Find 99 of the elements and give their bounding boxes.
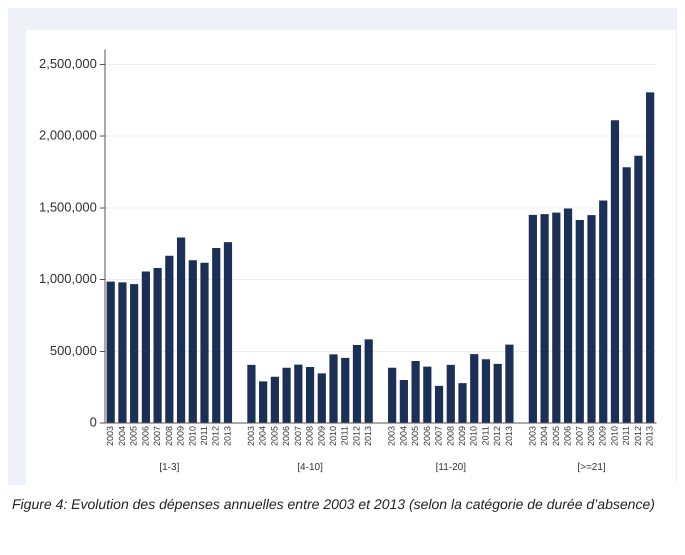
text: [>=21] (577, 462, 606, 473)
bar (634, 156, 643, 422)
bar (352, 344, 362, 422)
x-tick-label: 2012 (351, 426, 362, 446)
bar (294, 364, 302, 422)
x-tick-label: 2011 (621, 426, 632, 446)
x-tick-label: 2013 (504, 426, 514, 446)
x-tick-label: 2004 (398, 426, 408, 446)
bar (482, 359, 490, 422)
x-tick-label: 2013 (644, 426, 655, 446)
text: [11-20] (436, 462, 466, 473)
bar (188, 260, 197, 422)
x-tick-label: 2007 (434, 426, 444, 446)
bar (587, 215, 596, 422)
bar (306, 367, 314, 422)
bar (576, 220, 584, 422)
x-tick-label: 2012 (210, 426, 221, 446)
x-tick-label: 2005 (128, 426, 139, 446)
x-tick-label: 2008 (445, 426, 456, 446)
x-tick-label: 2006 (281, 426, 292, 446)
bar (154, 268, 162, 422)
x-tick-label: 2011 (198, 426, 209, 446)
x-tick-label: 2008 (304, 426, 315, 446)
x-tick-label: 2008 (586, 426, 596, 446)
bar (423, 366, 432, 422)
bar (165, 256, 174, 422)
bar (458, 383, 467, 422)
x-tick-label: 2003 (246, 426, 256, 446)
bar (599, 200, 608, 422)
bar (400, 380, 408, 422)
bar (434, 386, 444, 422)
x-tick-label: 2006 (422, 426, 432, 446)
bar (540, 214, 549, 422)
bar (130, 284, 138, 422)
bar (446, 364, 455, 422)
x-tick-label: 2010 (609, 426, 620, 446)
bar (564, 208, 572, 422)
bar (622, 167, 631, 422)
bar (176, 237, 186, 422)
x-tick-label: 2007 (574, 426, 584, 446)
x-tick-label: 2006 (140, 426, 150, 446)
x-tick-label: 2013 (222, 426, 232, 446)
x-tick-label: 2007 (292, 426, 303, 446)
x-tick-label: 2010 (468, 426, 479, 446)
bar (494, 364, 502, 422)
x-tick-label: 2011 (480, 426, 490, 446)
x-tick-label: 2012 (632, 426, 643, 446)
x-tick-label: 2010 (328, 426, 338, 446)
y-tick-label: 1,000,000 (38, 271, 97, 286)
bar (528, 214, 537, 422)
x-tick-label: 2006 (562, 426, 573, 446)
x-tick-label: 2009 (316, 426, 326, 446)
x-tick-label: 2004 (116, 426, 127, 446)
x-tick-label: 2013 (363, 426, 374, 446)
bar (318, 373, 326, 422)
bar (259, 381, 268, 422)
y-tick-label: 500,000 (50, 342, 97, 358)
x-tick-label: 2005 (269, 426, 280, 446)
y-tick-label: 0 (90, 414, 97, 430)
x-tick-label: 2009 (598, 426, 608, 446)
bar (610, 120, 620, 422)
x-tick-label: 2011 (340, 426, 350, 446)
text: [4-10] (297, 462, 324, 473)
caption: Figure 4: Evolution des dépenses annuelles entre 2003 et 2013 (selon la catégorie de durée d’absence) (12, 495, 656, 514)
y-tick-label: 1,500,000 (38, 199, 97, 214)
bar (470, 354, 478, 422)
bar (552, 212, 560, 422)
bar (341, 358, 350, 422)
x-tick-label: 2007 (152, 426, 162, 446)
x-tick-label: 2003 (527, 426, 538, 446)
x-tick-label: 2005 (410, 426, 420, 446)
bar (270, 376, 279, 422)
x-tick-label: 2008 (164, 426, 174, 446)
bar (505, 344, 514, 422)
x-tick-label: 2009 (176, 426, 186, 446)
x-tick-label: 2003 (105, 426, 116, 446)
bar (212, 248, 220, 422)
y-tick-label: 2,500,000 (38, 56, 97, 71)
text: [1-3] (159, 462, 180, 473)
bar (200, 262, 209, 422)
x-tick-label: 2003 (386, 426, 397, 446)
x-tick-label: 2009 (456, 426, 467, 446)
bar (388, 368, 396, 422)
y-tick-label: 2,000,000 (38, 128, 97, 143)
x-tick-label: 2004 (258, 426, 268, 446)
bar (142, 271, 150, 422)
bar (224, 242, 232, 422)
bar (282, 368, 291, 422)
x-tick-label: 2010 (187, 426, 198, 446)
x-tick-label: 2012 (492, 426, 502, 446)
bar (247, 364, 256, 422)
bar (329, 354, 338, 422)
bar (364, 339, 373, 422)
bar (106, 282, 115, 422)
x-tick-label: 2004 (539, 426, 550, 446)
bar (118, 282, 127, 422)
bar (411, 361, 420, 422)
bar (646, 92, 654, 422)
x-tick-label: 2005 (550, 426, 561, 446)
